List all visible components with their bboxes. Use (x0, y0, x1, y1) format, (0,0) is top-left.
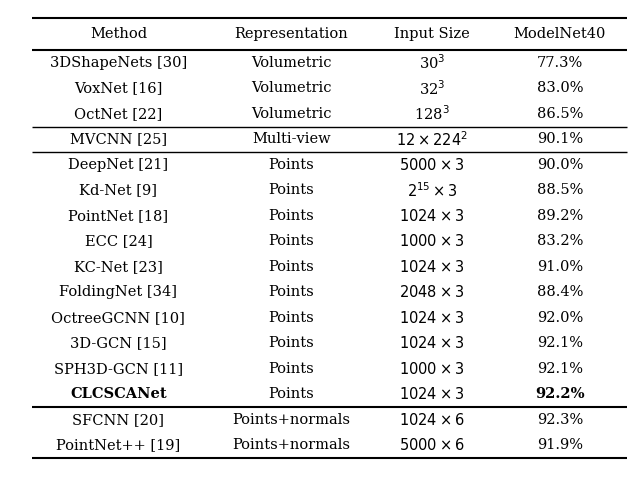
Text: DeepNet [21]: DeepNet [21] (68, 158, 168, 172)
Text: 30$^3$: 30$^3$ (419, 54, 445, 72)
Text: 83.2%: 83.2% (537, 234, 583, 248)
Text: $1000 \times 3$: $1000 \times 3$ (399, 361, 465, 377)
Text: 90.1%: 90.1% (537, 132, 583, 146)
Text: $1024 \times 3$: $1024 \times 3$ (399, 386, 465, 402)
Text: 89.2%: 89.2% (537, 209, 583, 223)
Text: Points: Points (268, 362, 314, 376)
Text: Volumetric: Volumetric (251, 107, 332, 121)
Text: FoldingNet [34]: FoldingNet [34] (60, 285, 177, 299)
Text: 128$^3$: 128$^3$ (414, 104, 450, 123)
Text: 88.5%: 88.5% (537, 183, 583, 197)
Text: 3DShapeNets [30]: 3DShapeNets [30] (50, 56, 187, 70)
Text: Points+normals: Points+normals (232, 413, 350, 427)
Text: Points: Points (268, 234, 314, 248)
Text: 92.3%: 92.3% (537, 413, 583, 427)
Text: Volumetric: Volumetric (251, 81, 332, 95)
Text: SPH3D-GCN [11]: SPH3D-GCN [11] (54, 362, 183, 376)
Text: KC-Net [23]: KC-Net [23] (74, 260, 163, 274)
Text: Points: Points (268, 158, 314, 172)
Text: 92.1%: 92.1% (537, 362, 583, 376)
Text: $1024 \times 3$: $1024 \times 3$ (399, 335, 465, 351)
Text: 3D-GCN [15]: 3D-GCN [15] (70, 336, 166, 350)
Text: 86.5%: 86.5% (537, 107, 583, 121)
Text: 91.9%: 91.9% (537, 438, 583, 452)
Text: Multi-view: Multi-view (252, 132, 330, 146)
Text: OctreeGCNN [10]: OctreeGCNN [10] (51, 311, 186, 325)
Text: $1024 \times 3$: $1024 \times 3$ (399, 259, 465, 275)
Text: 77.3%: 77.3% (537, 56, 583, 70)
Text: $1000 \times3$: $1000 \times3$ (399, 233, 465, 249)
Text: Points: Points (268, 183, 314, 197)
Text: PointNet [18]: PointNet [18] (68, 209, 168, 223)
Text: 92.0%: 92.0% (537, 311, 583, 325)
Text: Points: Points (268, 209, 314, 223)
Text: 90.0%: 90.0% (537, 158, 583, 172)
Text: VoxNet [16]: VoxNet [16] (74, 81, 163, 95)
Text: 83.0%: 83.0% (537, 81, 583, 95)
Text: OctNet [22]: OctNet [22] (74, 107, 163, 121)
Text: $1024 \times 3$: $1024 \times 3$ (399, 310, 465, 326)
Text: $2048 \times 3$: $2048 \times 3$ (399, 284, 465, 300)
Text: $2^{15} \times 3$: $2^{15} \times 3$ (406, 181, 458, 200)
Text: ECC [24]: ECC [24] (84, 234, 152, 248)
Text: Input Size: Input Size (394, 27, 470, 41)
Text: CLCSCANet: CLCSCANet (70, 387, 166, 401)
Text: Method: Method (90, 27, 147, 41)
Text: ModelNet40: ModelNet40 (514, 27, 606, 41)
Text: 32$^3$: 32$^3$ (419, 79, 445, 97)
Text: 91.0%: 91.0% (537, 260, 583, 274)
Text: Kd-Net [9]: Kd-Net [9] (79, 183, 157, 197)
Text: Points: Points (268, 260, 314, 274)
Text: Points: Points (268, 311, 314, 325)
Text: Points: Points (268, 285, 314, 299)
Text: 88.4%: 88.4% (537, 285, 583, 299)
Text: $5000 \times 3$: $5000 \times 3$ (399, 157, 465, 173)
Text: Points: Points (268, 336, 314, 350)
Text: PointNet++ [19]: PointNet++ [19] (56, 438, 180, 452)
Text: Representation: Representation (234, 27, 348, 41)
Text: Points: Points (268, 387, 314, 401)
Text: 92.1%: 92.1% (537, 336, 583, 350)
Text: MVCNN [25]: MVCNN [25] (70, 132, 167, 146)
Text: 92.2%: 92.2% (535, 387, 585, 401)
Text: $5000 \times 6$: $5000 \times 6$ (399, 437, 465, 453)
Text: $1024 \times 3$: $1024 \times 3$ (399, 208, 465, 224)
Text: Points+normals: Points+normals (232, 438, 350, 452)
Text: $12 \times 224^2$: $12 \times 224^2$ (396, 130, 468, 149)
Text: SFCNN [20]: SFCNN [20] (72, 413, 164, 427)
Text: Volumetric: Volumetric (251, 56, 332, 70)
Text: $1024 \times 6$: $1024 \times 6$ (399, 412, 465, 428)
